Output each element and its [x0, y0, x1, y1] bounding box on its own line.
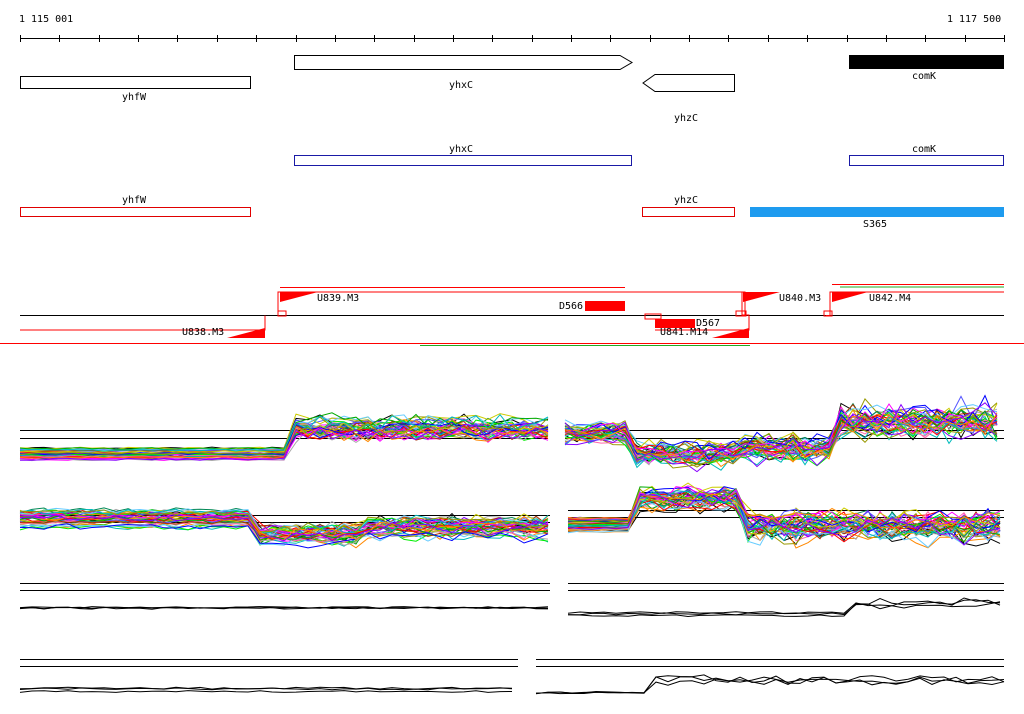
segment-U840-start-box — [735, 310, 747, 317]
profile-line — [19, 514, 549, 541]
profile-line — [19, 509, 549, 534]
panel-3-right-ref — [568, 583, 1004, 591]
profile-line — [535, 674, 1005, 695]
segment-D566-label: D566 — [559, 301, 584, 312]
profile-line — [535, 676, 1005, 694]
panel-3-right — [567, 597, 1001, 618]
panel-4-left-ref — [20, 659, 518, 667]
segment-U839-label: U839.M3 — [317, 293, 360, 304]
blue-feature-yhxC[interactable] — [294, 155, 632, 166]
red-feature-yhfW-label: yhfW — [122, 195, 147, 206]
panel-2-left — [19, 507, 549, 549]
profile-line — [567, 599, 1001, 615]
profile-line — [564, 412, 998, 464]
segment-U839-triangle[interactable] — [280, 292, 318, 302]
segment-U839-step — [277, 291, 746, 316]
profile-line — [564, 410, 998, 465]
segment-mid-box — [644, 313, 662, 320]
segment-U840-triangle[interactable] — [743, 292, 780, 302]
segment-U842-start-box — [823, 310, 833, 317]
segment-U840-label: U840.M3 — [779, 293, 822, 304]
gene-track — [20, 55, 1004, 92]
panel-4-left — [19, 686, 513, 693]
segment-U838-triangle[interactable] — [227, 328, 265, 338]
panel-4-right — [535, 674, 1005, 695]
panel-1-right — [564, 394, 998, 473]
gene-yhfW-label: yhfW — [122, 92, 147, 103]
profile-line — [19, 507, 549, 536]
gene-yhzC-arrow[interactable] — [642, 74, 735, 92]
blue-feature-comK[interactable] — [849, 155, 1004, 166]
profile-line — [564, 402, 998, 462]
profile-line — [564, 403, 998, 457]
profile-line — [564, 402, 998, 464]
profile-line — [19, 514, 549, 541]
segment-D566-block[interactable] — [585, 301, 625, 311]
gene-yhxC-arrow[interactable] — [294, 55, 633, 70]
profile-line — [19, 687, 513, 691]
highlight-feature-S365-label: S365 — [863, 219, 888, 230]
segment-U839-start-box — [277, 310, 287, 317]
profile-line — [564, 404, 998, 458]
profile-line — [567, 492, 1001, 546]
segment-U841-triangle[interactable] — [712, 328, 749, 338]
gene-comK-label: comK — [912, 71, 937, 82]
gene-comK-box[interactable] — [849, 55, 1004, 69]
segmentation-track — [0, 284, 1024, 346]
blue-feature-yhxC-label: yhxC — [449, 144, 474, 155]
profile-line — [19, 514, 549, 542]
profile-line — [535, 676, 1005, 695]
ruler-axis — [20, 35, 1005, 42]
profile-line — [567, 488, 1001, 535]
panel-1-left — [19, 412, 549, 462]
gene-yhfW-box[interactable] — [20, 76, 251, 89]
gene-yhxC-label: yhxC — [449, 80, 474, 91]
profile-line — [567, 490, 1001, 541]
profile-line — [19, 422, 549, 454]
panel-3-left-ref — [20, 583, 550, 591]
profile-line — [564, 404, 998, 460]
segment-D567-label: D567 — [696, 318, 721, 329]
profile-line — [564, 408, 998, 457]
profile-line — [19, 413, 549, 452]
profile-line — [564, 414, 998, 469]
profile-line — [19, 523, 549, 549]
profile-line — [567, 601, 1001, 618]
blue-annotation-track — [294, 155, 1004, 166]
segment-U841-step — [655, 292, 750, 331]
segment-U841-label: U841.M14 — [660, 327, 709, 338]
profile-line — [19, 606, 549, 610]
gene-yhzC-label: yhzC — [674, 113, 699, 124]
ruler-start-label: 1 115 001 — [19, 14, 74, 25]
red-feature-yhzC-label: yhzC — [674, 195, 699, 206]
red-feature-yhzC[interactable] — [642, 207, 735, 217]
profile-line — [19, 690, 513, 693]
red-feature-yhfW[interactable] — [20, 207, 251, 217]
segment-D567-block[interactable] — [655, 319, 695, 328]
highlight-feature-S365[interactable] — [750, 207, 1004, 217]
panel-2-right — [567, 482, 1001, 549]
profile-line — [567, 494, 1001, 542]
segment-U842-label: U842.M4 — [869, 293, 912, 304]
ruler-end-label: 1 117 500 — [947, 14, 1002, 25]
profile-line — [20, 423, 549, 461]
profile-line — [567, 490, 1001, 538]
blue-feature-comK-label: comK — [912, 144, 937, 155]
segment-U838-label: U838.M3 — [182, 327, 225, 338]
panel-4-right-ref — [536, 659, 1004, 667]
panel-3-left — [19, 606, 549, 610]
segment-U842-triangle[interactable] — [832, 292, 868, 302]
red-annotation-track — [20, 207, 1004, 217]
